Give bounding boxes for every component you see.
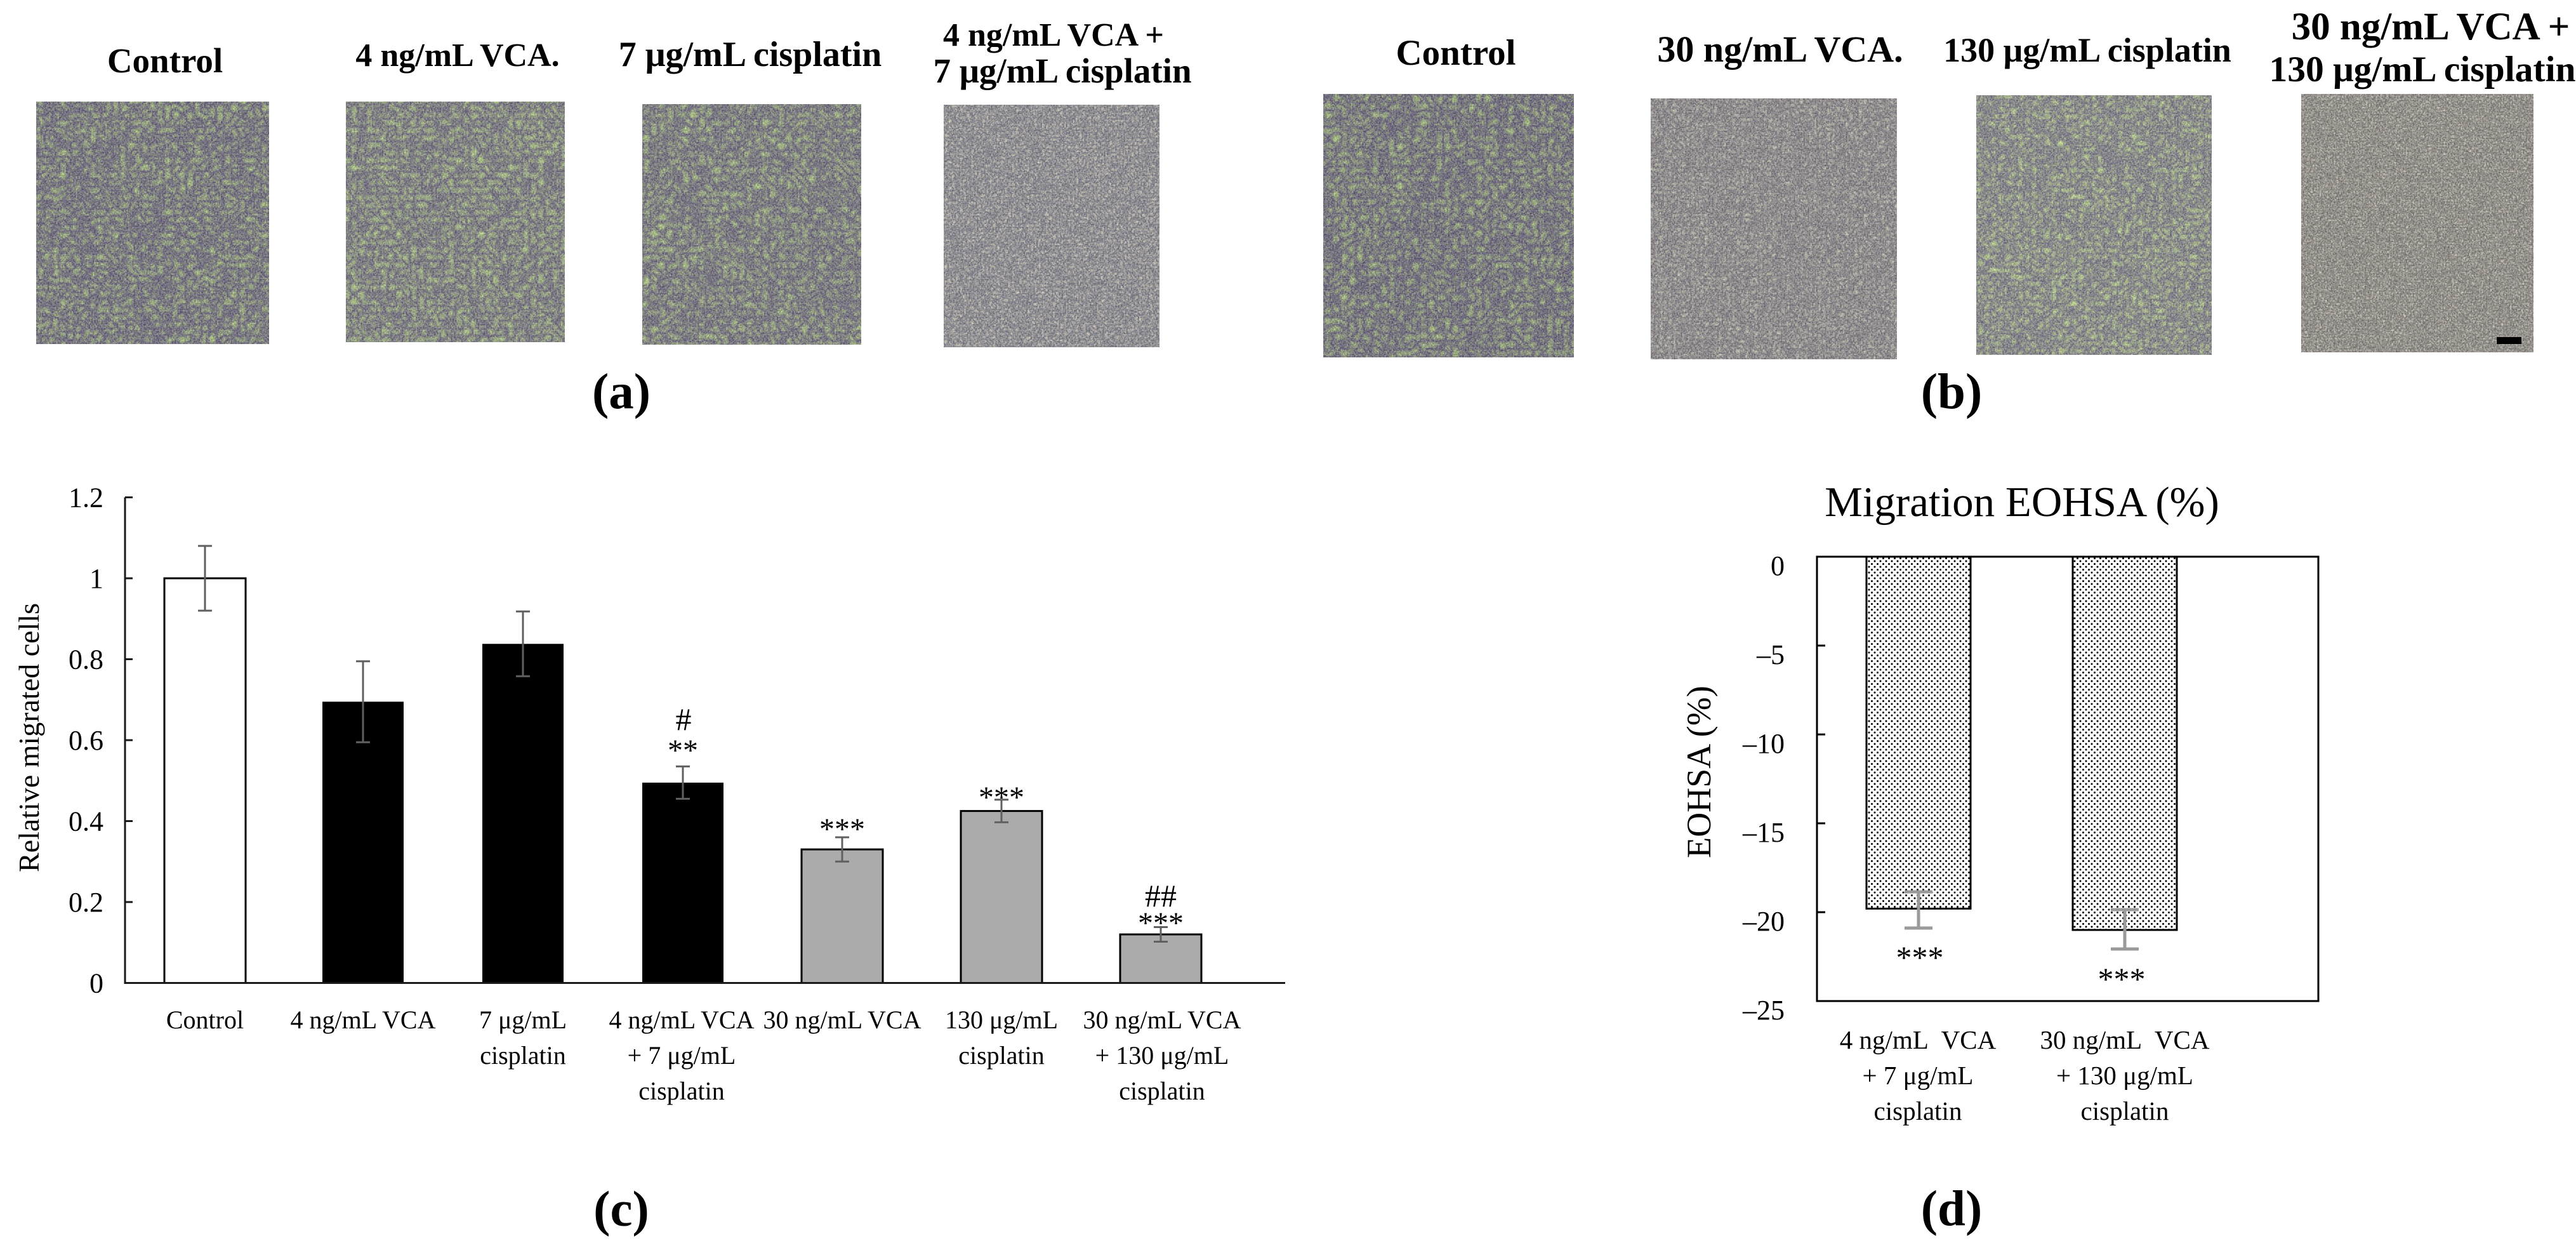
svg-text:+ 7 μg/mL: + 7 μg/mL: [628, 1041, 736, 1070]
svg-text:130 μg/mL: 130 μg/mL: [945, 1005, 1058, 1034]
svg-text:Control: Control: [166, 1005, 244, 1034]
svg-text:1.2: 1.2: [69, 482, 103, 514]
svg-text:(d): (d): [1921, 1181, 1983, 1237]
svg-text:4 ng/mL VCA: 4 ng/mL VCA: [609, 1005, 755, 1034]
svg-text:***: ***: [979, 781, 1024, 814]
svg-text:##: ##: [1145, 878, 1177, 913]
svg-text:***: ***: [1138, 906, 1184, 940]
svg-text:30 ng/mL VCA +: 30 ng/mL VCA +: [2292, 6, 2570, 48]
svg-text:7 μg/mL: 7 μg/mL: [479, 1005, 567, 1034]
svg-text:Migration EOHSA (%): Migration EOHSA (%): [1825, 479, 2219, 526]
svg-text:4 ng/mL VCA: 4 ng/mL VCA: [1840, 1025, 1997, 1054]
svg-text:(c): (c): [593, 1182, 649, 1237]
svg-text:–15: –15: [1742, 817, 1785, 848]
svg-text:0: 0: [1771, 550, 1785, 581]
svg-text:Control: Control: [107, 41, 223, 80]
svg-text:7 μg/mL cisplatin: 7 μg/mL cisplatin: [933, 51, 1191, 90]
svg-text:+ 130 μg/mL: + 130 μg/mL: [1095, 1041, 1229, 1070]
svg-text:***: ***: [1896, 939, 1944, 975]
svg-text:4 ng/mL VCA +: 4 ng/mL VCA +: [943, 17, 1164, 53]
svg-text:30 ng/mL VCA.: 30 ng/mL VCA.: [1657, 29, 1903, 70]
svg-text:Control: Control: [1396, 33, 1516, 73]
svg-text:#: #: [676, 701, 692, 737]
svg-text:**: **: [668, 734, 698, 767]
svg-text:130 μg/mL cisplatin: 130 μg/mL cisplatin: [2269, 50, 2575, 90]
svg-text:(a): (a): [592, 364, 651, 420]
svg-text:0.2: 0.2: [69, 887, 103, 918]
svg-text:1: 1: [89, 563, 103, 594]
svg-text:cisplatin: cisplatin: [638, 1077, 725, 1105]
svg-text:130 μg/mL cisplatin: 130 μg/mL cisplatin: [1943, 31, 2231, 69]
svg-text:***: ***: [819, 813, 865, 846]
svg-text:–20: –20: [1742, 906, 1785, 937]
svg-text:cisplatin: cisplatin: [480, 1041, 566, 1070]
svg-text:cisplatin: cisplatin: [958, 1041, 1045, 1070]
svg-text:(b): (b): [1921, 364, 1983, 420]
svg-text:–25: –25: [1742, 995, 1785, 1026]
svg-text:0.8: 0.8: [69, 644, 103, 675]
svg-text:cisplatin: cisplatin: [2081, 1096, 2169, 1125]
svg-text:0: 0: [89, 968, 103, 999]
svg-text:0.4: 0.4: [69, 806, 103, 837]
svg-text:+ 7 μg/mL: + 7 μg/mL: [1863, 1061, 1974, 1090]
svg-text:4 ng/mL VCA: 4 ng/mL VCA: [291, 1005, 436, 1034]
svg-text:–10: –10: [1742, 728, 1785, 759]
svg-text:cisplatin: cisplatin: [1119, 1077, 1205, 1105]
svg-text:–5: –5: [1756, 639, 1785, 670]
svg-text:+ 130 μg/mL: + 130 μg/mL: [2056, 1061, 2193, 1090]
svg-text:30 ng/mL VCA: 30 ng/mL VCA: [763, 1005, 921, 1034]
svg-text:4 ng/mL VCA.: 4 ng/mL VCA.: [355, 37, 559, 74]
svg-text:0.6: 0.6: [69, 725, 103, 756]
svg-text:EOHSA (%): EOHSA (%): [1680, 686, 1718, 858]
svg-text:30 ng/mL VCA: 30 ng/mL VCA: [2040, 1025, 2210, 1054]
svg-text:cisplatin: cisplatin: [1874, 1096, 1962, 1125]
svg-text:30 ng/mL VCA: 30 ng/mL VCA: [1083, 1005, 1241, 1034]
svg-text:***: ***: [2098, 961, 2146, 997]
svg-text:7 μg/mL cisplatin: 7 μg/mL cisplatin: [619, 35, 882, 74]
svg-text:Relative migrated cells: Relative migrated cells: [13, 603, 45, 872]
